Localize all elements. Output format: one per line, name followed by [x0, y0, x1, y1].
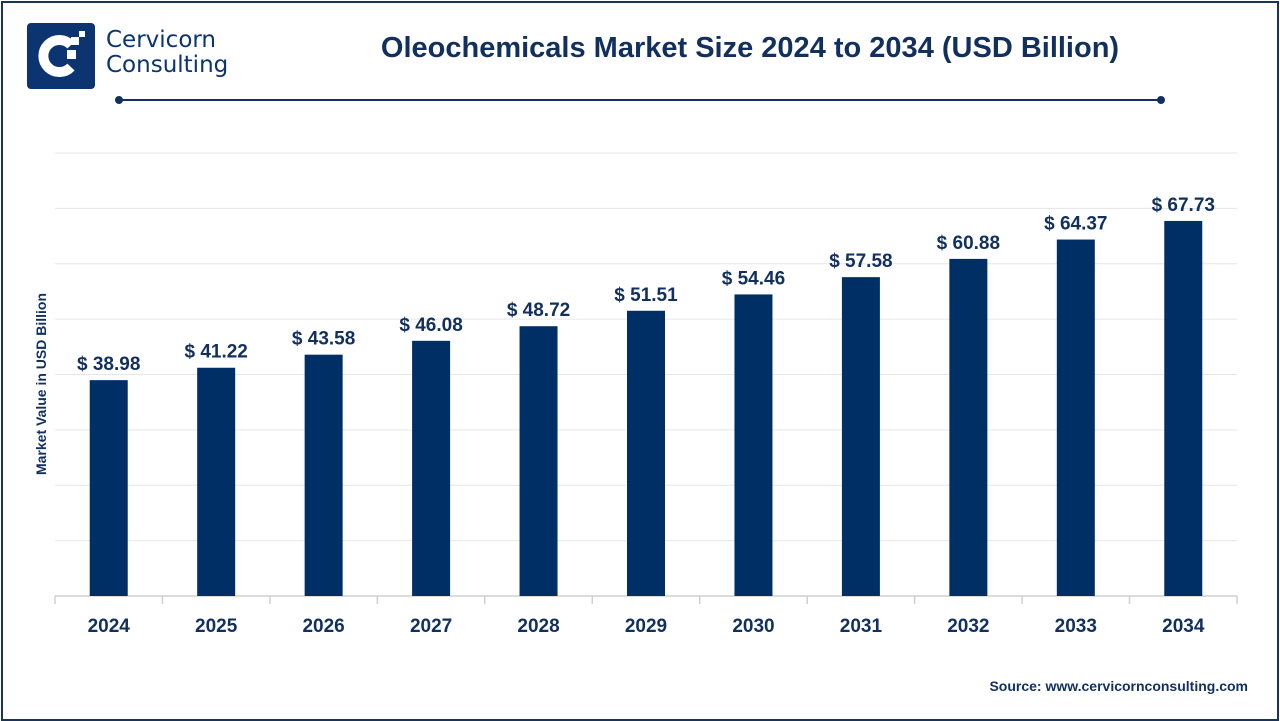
x-tick-label-2026: 2026 — [302, 616, 344, 637]
data-label-2031: $ 57.58 — [829, 251, 892, 272]
data-label-2028: $ 48.72 — [507, 300, 570, 321]
brand-name: Cervicorn Consulting — [106, 28, 228, 78]
bar-2032 — [949, 258, 988, 596]
bar-2030 — [734, 294, 773, 596]
bar-2027 — [412, 340, 451, 596]
data-label-2034: $ 67.73 — [1152, 195, 1215, 216]
bar-2029 — [627, 310, 665, 596]
data-label-2027: $ 46.08 — [399, 315, 462, 336]
bar-2024 — [89, 380, 128, 596]
title-divider — [119, 99, 1161, 101]
data-label-2024: $ 38.98 — [77, 354, 140, 375]
logo-c-icon — [38, 31, 85, 77]
data-label-2029: $ 51.51 — [614, 285, 678, 306]
bar-2028 — [519, 326, 558, 596]
data-label-2033: $ 64.37 — [1044, 214, 1107, 235]
data-label-2032: $ 60.88 — [937, 233, 1000, 254]
divider-dot-left — [115, 96, 123, 104]
bar-2034 — [1164, 220, 1203, 596]
x-tick-label-2025: 2025 — [195, 616, 238, 637]
bar-2026 — [304, 354, 343, 596]
x-tick-label-2031: 2031 — [840, 616, 883, 637]
source-note: Source: www.cervicornconsulting.com — [989, 678, 1248, 694]
bar-2025 — [197, 367, 236, 596]
chart-title: Oleochemicals Market Size 2024 to 2034 (… — [380, 32, 1120, 64]
brand-line2: Consulting — [106, 52, 229, 78]
bar-2031 — [841, 277, 880, 596]
x-tick-label-2033: 2033 — [1055, 616, 1097, 637]
x-tick-label-2027: 2027 — [410, 616, 452, 637]
data-label-2030: $ 54.46 — [722, 268, 785, 289]
brand-line1: Cervicorn — [106, 27, 217, 53]
data-label-2026: $ 43.58 — [292, 329, 355, 350]
x-tick-label-2030: 2030 — [732, 616, 774, 637]
bar-2033 — [1056, 239, 1095, 596]
x-tick-label-2032: 2032 — [947, 616, 989, 637]
divider-dot-right — [1157, 96, 1165, 104]
x-tick-label-2028: 2028 — [517, 616, 559, 637]
logo — [27, 23, 95, 89]
x-tick-label-2029: 2029 — [625, 616, 667, 637]
x-tick-label-2024: 2024 — [88, 616, 131, 637]
data-label-2025: $ 41.22 — [184, 342, 247, 363]
x-tick-label-2034: 2034 — [1162, 616, 1205, 637]
